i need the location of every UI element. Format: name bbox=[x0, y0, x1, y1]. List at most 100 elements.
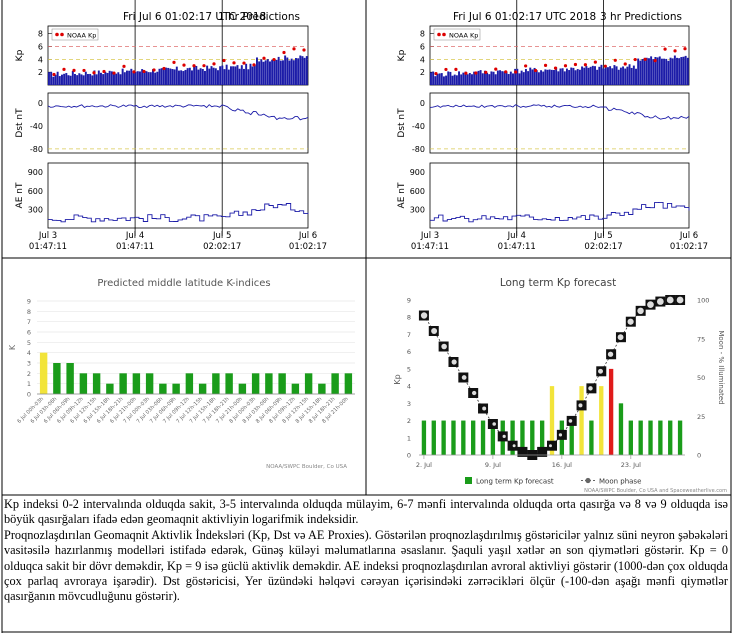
kp-bar bbox=[583, 67, 586, 85]
kp-bar bbox=[598, 66, 601, 85]
prediction-chart-3hr: Fri Jul 6 01:02:17 UTC 2018 3 hr Predict… bbox=[397, 0, 708, 252]
kp-bar bbox=[223, 69, 226, 85]
moon-phase-icon bbox=[666, 296, 674, 304]
moon-phase-icon bbox=[471, 390, 477, 396]
kp-bar bbox=[169, 68, 172, 85]
x-tick-time: 02:02:17 bbox=[203, 242, 241, 252]
axis-label: Kp bbox=[15, 49, 25, 61]
kp-bar bbox=[221, 65, 224, 85]
kp-bar bbox=[123, 72, 126, 85]
kp-marker bbox=[484, 70, 488, 74]
kp-bar bbox=[253, 64, 256, 85]
kp-marker bbox=[534, 68, 538, 73]
kp-bar bbox=[464, 71, 467, 85]
kp-bar bbox=[527, 71, 530, 85]
kp-bar bbox=[76, 75, 79, 85]
kp-bar bbox=[227, 69, 230, 85]
x-tick-time: 02:02:17 bbox=[584, 242, 622, 252]
kp-bar bbox=[473, 71, 476, 85]
lt-ylabel: Kp bbox=[393, 374, 402, 384]
kp-marker bbox=[583, 63, 587, 67]
dst-tick-label: -80 bbox=[30, 145, 43, 154]
kp-bar bbox=[565, 68, 568, 85]
kp-bar bbox=[630, 67, 633, 85]
kp-bar bbox=[572, 67, 575, 85]
k-bar bbox=[145, 373, 154, 394]
kp-bar bbox=[256, 57, 258, 85]
kp-legend-marker bbox=[437, 32, 441, 37]
kp-bar bbox=[615, 66, 618, 85]
kp-bar bbox=[243, 68, 245, 85]
kp-bar bbox=[576, 69, 579, 85]
kp-bar bbox=[158, 68, 161, 85]
kp-bar bbox=[299, 55, 302, 85]
kp-bar bbox=[145, 71, 148, 85]
kp-bar bbox=[193, 66, 196, 85]
x-tick-date: Jul 6 bbox=[298, 231, 317, 241]
moon-phase-icon bbox=[420, 312, 428, 319]
kp-bar bbox=[602, 68, 605, 85]
kp-marker bbox=[202, 64, 206, 68]
kp-bar bbox=[512, 73, 514, 85]
lt-ytick-label: 1 bbox=[407, 434, 411, 442]
kp-bar bbox=[637, 58, 640, 85]
moon-phase-icon bbox=[588, 386, 593, 391]
k-ytick-label: 0 bbox=[27, 391, 31, 399]
kp-legend-marker bbox=[60, 32, 64, 37]
kp-bar bbox=[680, 57, 683, 85]
kp-bar bbox=[89, 73, 92, 85]
moon-phase-icon bbox=[676, 296, 684, 304]
k-ytick-label: 4 bbox=[27, 349, 31, 357]
kp-bar bbox=[609, 66, 612, 85]
kp-bar bbox=[245, 63, 248, 85]
kp-bar bbox=[191, 70, 193, 85]
kp-bar bbox=[104, 71, 107, 85]
kp-bar bbox=[656, 57, 659, 85]
kp-marker bbox=[444, 67, 448, 72]
lt-bar bbox=[638, 420, 643, 455]
kp-bar bbox=[279, 60, 282, 85]
kp-bar bbox=[141, 69, 144, 85]
moon-phase-icon bbox=[656, 298, 664, 305]
kp-bar bbox=[58, 76, 61, 85]
kp-bar bbox=[182, 71, 185, 85]
kp-bar bbox=[563, 71, 566, 85]
kp-bar bbox=[115, 73, 118, 85]
kp-marker bbox=[504, 70, 508, 74]
kp-bar bbox=[518, 73, 521, 85]
k-bar bbox=[159, 383, 167, 394]
k-bar bbox=[132, 373, 141, 394]
panel-subtitle: 3 hr Predictions bbox=[600, 11, 682, 23]
moon-marker bbox=[507, 440, 518, 451]
kp-bar bbox=[152, 69, 154, 85]
dst-tick-label: -40 bbox=[30, 122, 43, 131]
x-tick-date: Jul 4 bbox=[125, 231, 144, 241]
k-bar bbox=[39, 352, 48, 394]
dst-tick-label: 0 bbox=[38, 99, 43, 108]
kp-bar bbox=[496, 70, 499, 85]
kp-tick-label: 4 bbox=[38, 55, 43, 64]
kp-marker bbox=[192, 64, 196, 68]
k-bar bbox=[251, 373, 260, 394]
kp-bar bbox=[606, 67, 609, 85]
k-ytick-label: 7 bbox=[27, 318, 31, 326]
kp-marker bbox=[563, 64, 568, 68]
kp-bar bbox=[56, 71, 59, 85]
k-ytick-label: 5 bbox=[27, 339, 31, 347]
k-bar bbox=[291, 383, 300, 394]
kp-marker bbox=[524, 64, 528, 68]
kp-bar bbox=[269, 61, 271, 85]
moon-marker bbox=[547, 440, 557, 451]
kp-legend bbox=[433, 28, 481, 41]
dst-tick-label: -40 bbox=[412, 122, 425, 131]
kp-bar bbox=[188, 67, 191, 85]
x-tick-time: 01:47:11 bbox=[29, 242, 67, 252]
lt-bar bbox=[668, 420, 673, 455]
kp-bar bbox=[212, 67, 215, 85]
moon-phase-icon bbox=[568, 419, 573, 423]
kp-bar bbox=[447, 71, 450, 85]
kp-bar bbox=[93, 70, 96, 85]
kp-legend-marker bbox=[442, 32, 446, 37]
kp-bar bbox=[540, 70, 543, 85]
kp-marker bbox=[212, 62, 216, 66]
